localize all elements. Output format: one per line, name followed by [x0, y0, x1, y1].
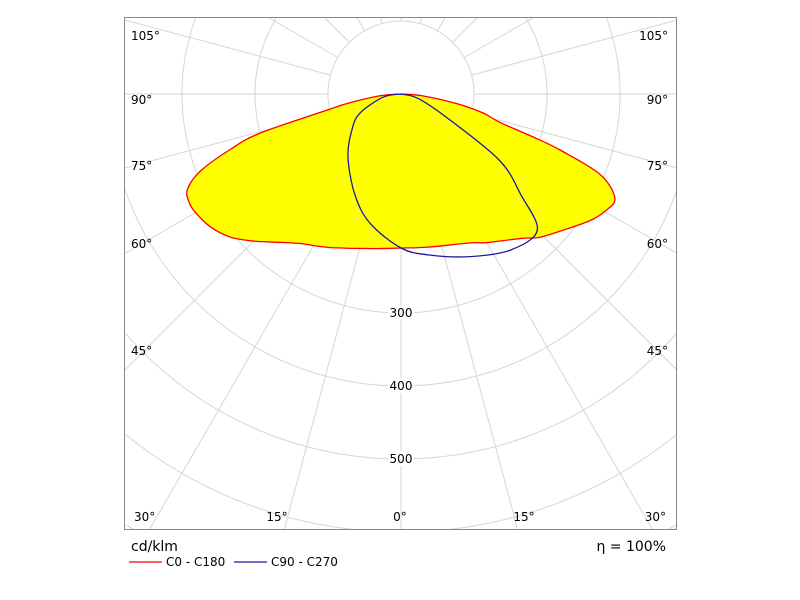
- legend: C0 - C180 C90 - C270: [129, 555, 338, 569]
- angle-label-30: 30°: [645, 510, 666, 524]
- efficiency-label: η = 100%: [596, 539, 666, 555]
- angle-label-15: 15°: [513, 510, 534, 524]
- angle-label-75: 75°: [647, 159, 668, 173]
- grid-spoke-195: [379, 17, 383, 24]
- grid-spoke-225: [323, 17, 350, 43]
- plot-frame: [124, 17, 677, 530]
- radial-label-bg: [388, 378, 414, 393]
- grid-circle-500: [125, 333, 677, 460]
- angle-label-75: 75°: [131, 159, 152, 173]
- radial-label-bg: [388, 305, 414, 320]
- grid-circle-600: [125, 434, 677, 530]
- grid-spoke-165: [419, 17, 423, 24]
- grid-spoke-135: [452, 17, 479, 43]
- grid-spoke-105: [471, 19, 677, 76]
- radial-label-bg: [388, 451, 414, 466]
- grid-circle-400: [124, 186, 677, 387]
- grid-spoke-150: [437, 17, 446, 32]
- radial-label-500: 500: [390, 452, 413, 466]
- angle-label-60: 60°: [131, 237, 152, 251]
- angle-label-90: 90°: [131, 93, 152, 107]
- angle-label-60: 60°: [647, 237, 668, 251]
- curves: [186, 93, 616, 258]
- grid-spoke-255: [124, 19, 331, 76]
- legend-label-c90-c270: C90 - C270: [271, 555, 338, 569]
- polar-grid: [124, 17, 677, 530]
- angle-label-0: 0°: [393, 510, 407, 524]
- angle-label-105: 105°: [639, 29, 668, 43]
- radial-label-300: 300: [390, 306, 413, 320]
- grid-spoke-120: [463, 17, 535, 58]
- grid-spoke-210: [356, 17, 365, 32]
- angle-labels: 45° 45° 60° 60° 75° 75° 90° 90° 105° 105° 30° 30° 15…: [131, 29, 668, 524]
- angle-label-45: 45°: [131, 344, 152, 358]
- angle-label-105: 105°: [131, 29, 160, 43]
- radial-label-400: 400: [390, 379, 413, 393]
- grid-spoke-75: [471, 112, 677, 169]
- curve-c90-c270: [347, 93, 538, 258]
- angle-label-15: 15°: [266, 510, 287, 524]
- unit-label: cd/klm: [131, 539, 178, 555]
- grid-spoke-240: [267, 17, 339, 58]
- angle-label-30: 30°: [134, 510, 155, 524]
- legend-label-c0-c180: C0 - C180: [166, 555, 225, 569]
- angle-label-90: 90°: [647, 93, 668, 107]
- angle-label-45: 45°: [647, 344, 668, 358]
- grid-circle-700: [126, 524, 676, 530]
- radial-labels: 300 400 500: [388, 305, 414, 466]
